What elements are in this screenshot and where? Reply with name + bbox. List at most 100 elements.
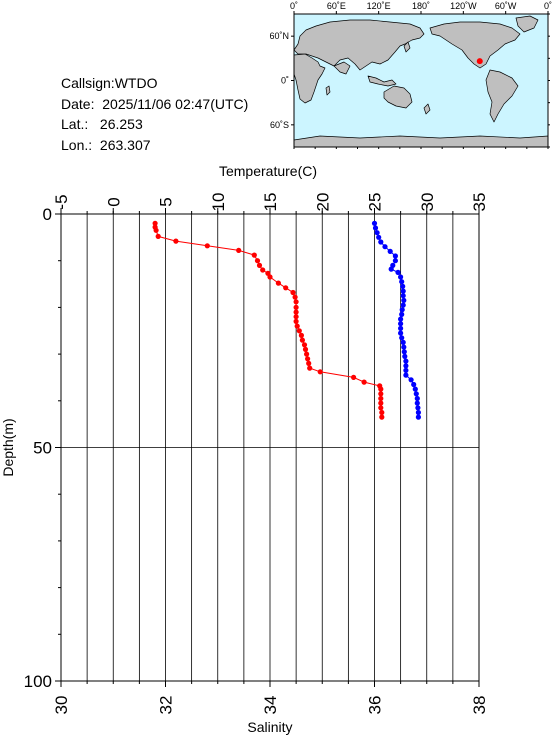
temperature-point — [378, 386, 384, 392]
salinity-point — [414, 400, 420, 406]
salinity-point — [376, 234, 382, 240]
temperature-tick-label: 10 — [209, 193, 228, 212]
temperature-tick-label: 35 — [470, 193, 489, 212]
temperature-tick-label: 30 — [418, 193, 437, 212]
temperature-point — [306, 360, 312, 366]
temperature-point — [305, 356, 311, 362]
temperature-point — [236, 247, 242, 253]
salinity-point — [400, 288, 406, 294]
temperature-point — [251, 252, 257, 258]
callsign-row: Callsign:WTDO — [61, 73, 248, 94]
lon-value: 263.307 — [99, 136, 151, 153]
temperature-point — [378, 395, 384, 402]
chart-series — [152, 220, 421, 420]
salinity-point — [401, 344, 407, 350]
salinity-tick-label: 38 — [470, 696, 489, 715]
temperature-point — [294, 323, 300, 329]
salinity-point — [412, 386, 418, 392]
lat-value: 26.253 — [99, 116, 143, 132]
salinity-point — [399, 311, 405, 317]
salinity-point — [395, 269, 401, 275]
temperature-point — [317, 369, 323, 375]
salinity-point — [415, 405, 421, 411]
temperature-point — [304, 351, 310, 357]
salinity-point — [398, 274, 404, 280]
map-lat-tick-label: 0˚ — [281, 76, 289, 86]
salinity-point — [398, 321, 404, 327]
temperature-tick-label: -5 — [52, 194, 71, 209]
salinity-point — [401, 349, 407, 355]
temperature-axis-label: Temperature(C) — [219, 163, 317, 179]
temperature-point — [351, 374, 357, 380]
station-marker — [476, 58, 483, 65]
salinity-point — [401, 297, 407, 303]
temperature-point — [379, 409, 385, 416]
temperature-point — [204, 243, 210, 249]
salinity-point — [400, 283, 406, 289]
temperature-tick-label: 0 — [104, 197, 123, 206]
date-value: 2025/11/06 02:47(UTC) — [102, 95, 249, 112]
temperature-point — [378, 405, 384, 411]
temperature-point — [296, 328, 302, 334]
date-label: Date: — [61, 95, 95, 112]
temperature-point — [290, 289, 296, 296]
salinity-point — [392, 253, 398, 259]
madagascar-island — [325, 85, 331, 96]
salinity-point — [415, 414, 421, 420]
salinity-point — [400, 339, 406, 345]
salinity-tick-label: 34 — [261, 696, 280, 715]
temperature-point — [378, 391, 384, 397]
temperature-point — [293, 314, 299, 320]
date-row: Date: 2025/11/06 02:47(UTC) — [61, 94, 248, 115]
map-lon-tick-label: 0˚ — [290, 1, 298, 11]
temperature-point — [298, 332, 304, 338]
temperature-point — [283, 285, 289, 291]
lat-label: Lat.: — [61, 116, 89, 132]
south-america-landmass — [485, 69, 519, 123]
depth-tick-label: 100 — [24, 672, 52, 691]
indonesia-islands — [367, 75, 397, 87]
temperature-point — [155, 233, 161, 239]
map-land — [293, 15, 549, 148]
salinity-point — [403, 372, 409, 378]
salinity-point — [411, 381, 417, 388]
salinity-point — [400, 293, 406, 299]
salinity-point — [399, 307, 405, 313]
salinity-point — [403, 363, 409, 369]
salinity-point — [402, 353, 408, 359]
temperature-point — [361, 379, 367, 385]
temperature-point — [301, 342, 308, 348]
map-lat-tick-label: 60˚S — [270, 120, 289, 130]
temperature-point — [293, 318, 299, 324]
salinity-tick-label: 36 — [366, 696, 385, 715]
temperature-point — [153, 227, 159, 233]
salinity-point — [374, 230, 380, 236]
temperature-point — [293, 299, 299, 305]
map-lon-tick-label: 120˚W — [450, 1, 477, 11]
temperature-point — [152, 220, 158, 226]
australia-landmass — [383, 85, 413, 109]
salinity-point — [399, 279, 405, 285]
temperature-point — [293, 304, 299, 310]
salinity-tick-label: 30 — [52, 696, 71, 715]
callsign-label: Callsign: — [61, 75, 115, 91]
temperature-point — [299, 337, 305, 343]
salinity-axis-label: Salinity — [247, 719, 292, 735]
japan-islands — [403, 41, 411, 53]
salinity-point — [403, 367, 409, 373]
temperature-point — [293, 309, 299, 315]
temperature-point — [302, 346, 309, 352]
salinity-point — [388, 266, 394, 272]
north-america-landmass — [429, 21, 521, 69]
chart-grid — [60, 214, 480, 681]
temperature-point — [267, 274, 273, 280]
salinity-point — [398, 316, 404, 322]
map-lat-tick-label: 60˚N — [269, 31, 289, 41]
salinity-point — [372, 225, 379, 231]
salinity-point — [400, 302, 406, 308]
map-lon-tick-label: 0˚ — [544, 1, 552, 11]
temperature-point — [307, 365, 313, 371]
india-landmass — [333, 61, 351, 75]
